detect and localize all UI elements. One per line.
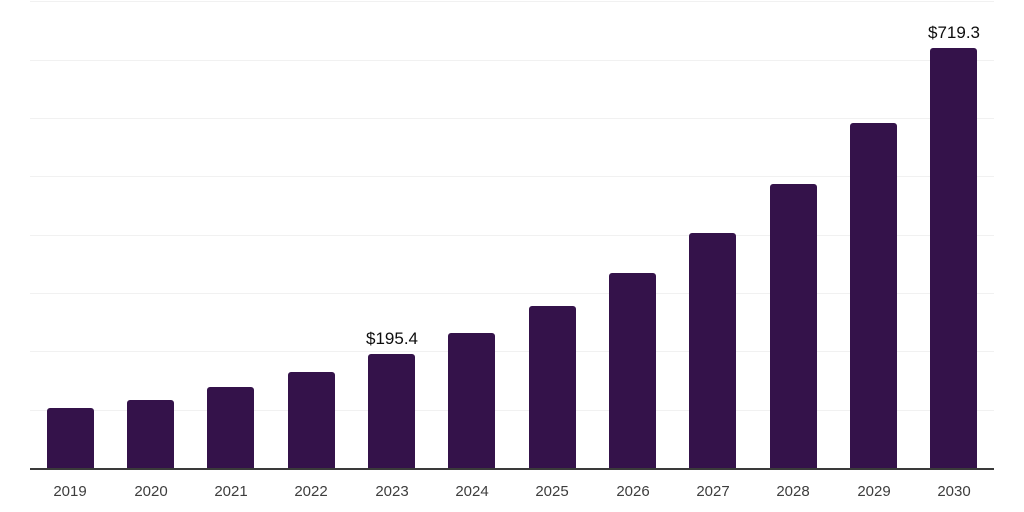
x-tick-label-2020: 2020	[134, 483, 168, 500]
bar-2023	[368, 354, 415, 468]
x-tick-label-2025: 2025	[535, 483, 569, 500]
bar-2021	[207, 387, 254, 468]
bar-2020	[127, 400, 174, 468]
bar-2030	[930, 48, 977, 468]
x-tick-label-2029: 2029	[857, 483, 891, 500]
bar-2024	[448, 333, 495, 468]
bar-2028	[770, 184, 817, 468]
gridline	[30, 118, 994, 119]
bar-2025	[529, 306, 576, 468]
x-tick-label-2026: 2026	[616, 483, 650, 500]
x-tick-label-2021: 2021	[214, 483, 248, 500]
gridline	[30, 1, 994, 2]
x-axis-line	[30, 468, 994, 470]
value-label-2023: $195.4	[366, 329, 418, 348]
value-label-2030: $719.3	[928, 23, 980, 42]
bar-2027	[689, 233, 736, 468]
x-tick-label-2024: 2024	[455, 483, 489, 500]
gridline	[30, 60, 994, 61]
bar-2022	[288, 372, 335, 468]
x-tick-label-2027: 2027	[696, 483, 730, 500]
x-tick-label-2019: 2019	[53, 483, 87, 500]
bar-2029	[850, 123, 897, 468]
x-tick-label-2028: 2028	[776, 483, 810, 500]
bar-2026	[609, 273, 656, 468]
x-tick-label-2030: 2030	[937, 483, 971, 500]
x-tick-label-2022: 2022	[294, 483, 328, 500]
x-tick-label-2023: 2023	[375, 483, 409, 500]
bar-2019	[47, 408, 94, 468]
